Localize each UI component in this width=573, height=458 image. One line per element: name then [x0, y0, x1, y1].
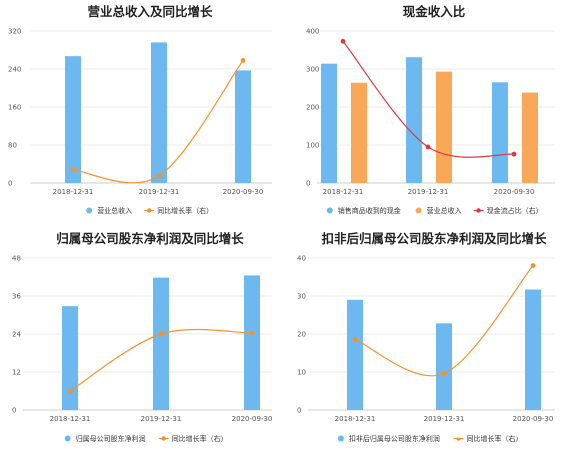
- bar: [153, 277, 169, 410]
- wechat-icon-eye: [455, 428, 457, 430]
- x-tick-label: 2019-12-31: [408, 188, 449, 196]
- line-point: [441, 371, 447, 376]
- wechat-icon: [450, 422, 466, 438]
- y-tick-label: 320: [8, 28, 21, 36]
- legend: 销售商品收到的现金 营业总收入 现金流占比（右）: [326, 206, 543, 215]
- bar: [436, 323, 452, 410]
- series-line: [72, 60, 244, 184]
- bar: [351, 82, 367, 183]
- y-tick-label: 0: [297, 407, 301, 415]
- bar: [65, 56, 81, 183]
- legend-label: 同比增长率（右）: [172, 434, 228, 443]
- legend-marker: [161, 436, 166, 441]
- chart-title: 归属母公司股东净利润及同比增长: [56, 231, 244, 246]
- bar: [347, 299, 363, 410]
- y-tick-label: 30: [297, 293, 306, 301]
- bar: [492, 82, 508, 183]
- line-point: [249, 330, 255, 336]
- bar: [522, 92, 538, 183]
- y-tick-label: 0: [8, 180, 12, 188]
- legend-label: 归属母公司股东净利润: [76, 434, 146, 443]
- y-tick-label: 160: [8, 104, 21, 112]
- x-tick-label: 2020-09-30: [223, 188, 264, 196]
- watermark-text: 微信号: gsdtfxv: [470, 423, 558, 437]
- y-tick-label: 0: [12, 407, 16, 415]
- x-tick-label: 2020-09-30: [513, 415, 554, 423]
- legend-marker: [476, 208, 481, 213]
- bar: [406, 57, 422, 183]
- y-tick-label: 200: [306, 104, 319, 112]
- y-tick-label: 240: [8, 66, 21, 74]
- bar: [321, 63, 337, 183]
- y-tick-label: 40: [297, 255, 306, 263]
- y-tick-label: 10: [297, 369, 306, 377]
- bar: [244, 275, 260, 410]
- watermark: 微信号: gsdtfxv: [450, 422, 558, 438]
- y-tick-label: 20: [297, 331, 306, 339]
- y-tick-label: 300: [306, 66, 319, 74]
- x-tick-label: 2018-12-31: [53, 188, 94, 196]
- line-point: [340, 38, 346, 44]
- series-line: [342, 40, 515, 158]
- legend-label: 现金流占比（右）: [487, 206, 543, 215]
- chart-3: 归属母公司股东净利润及同比增长 0 12 24 36 48 2018-12-31 2019-1…: [12, 231, 272, 443]
- legend-marker: [337, 435, 344, 442]
- legend-marker: [86, 207, 93, 214]
- y-tick-label: 80: [8, 142, 17, 150]
- legend-label: 营业总收入: [427, 206, 462, 215]
- line-point: [352, 336, 358, 342]
- line-point: [70, 167, 76, 173]
- x-tick-label: 2018-12-31: [50, 415, 91, 423]
- line-point: [156, 173, 162, 179]
- x-tick-label: 2020-09-30: [232, 415, 273, 423]
- y-tick-label: 24: [12, 331, 21, 339]
- x-tick-label: 2019-12-31: [424, 415, 465, 423]
- chart-2: 现金收入比 0 100 200 300 400 2018-12-31 2019-12-31 20…: [306, 4, 555, 215]
- x-tick-label: 2018-12-31: [335, 415, 376, 423]
- bar: [436, 71, 452, 183]
- line-point: [425, 144, 431, 150]
- legend: 归属母公司股东净利润 同比增长率（右）: [64, 434, 228, 443]
- chart-title: 现金收入比: [403, 4, 466, 19]
- legend-label: 扣非后归属母公司股东净利润: [349, 434, 440, 443]
- line-point: [511, 151, 517, 157]
- legend-label: 同比增长率（右）: [157, 206, 213, 215]
- y-tick-label: 12: [12, 369, 21, 377]
- chart-title: 扣非后归属母公司股东净利润及同比增长: [321, 231, 547, 246]
- wechat-icon-eye: [459, 428, 461, 430]
- legend-marker: [147, 208, 152, 213]
- y-tick-label: 0: [306, 180, 310, 188]
- y-tick-label: 36: [12, 293, 21, 301]
- x-tick-label: 2019-12-31: [139, 188, 180, 196]
- y-tick-label: 400: [306, 28, 319, 36]
- legend-label: 同比增长率（右）: [467, 434, 523, 443]
- line-point: [530, 263, 536, 268]
- chart-4: 扣非后归属母公司股东净利润及同比增长 0 10 20 30 40 2018-12-31 201…: [297, 231, 555, 443]
- legend: 营业总收入 同比增长率（右）: [86, 206, 213, 215]
- y-tick-label: 48: [12, 255, 21, 263]
- chart-title: 营业总收入及同比增长: [87, 4, 213, 19]
- line-point: [67, 388, 73, 394]
- x-tick-label: 2018-12-31: [323, 188, 364, 196]
- bar: [235, 70, 251, 183]
- line-point: [240, 58, 246, 63]
- bar: [151, 42, 167, 184]
- legend-label: 营业总收入: [97, 206, 132, 215]
- bar: [525, 289, 541, 410]
- x-tick-label: 2019-12-31: [141, 415, 182, 423]
- legend-marker: [415, 207, 422, 214]
- legend-marker: [326, 207, 333, 214]
- legend-marker: [64, 435, 71, 442]
- chart-1: 营业总收入及同比增长 0 80 160 240 320 2018-12-31 2019-12-…: [8, 4, 272, 215]
- x-tick-label: 2020-09-30: [494, 188, 535, 196]
- line-point: [158, 331, 164, 337]
- legend-label: 销售商品收到的现金: [338, 206, 401, 215]
- bar: [62, 306, 78, 410]
- y-tick-label: 100: [306, 142, 319, 150]
